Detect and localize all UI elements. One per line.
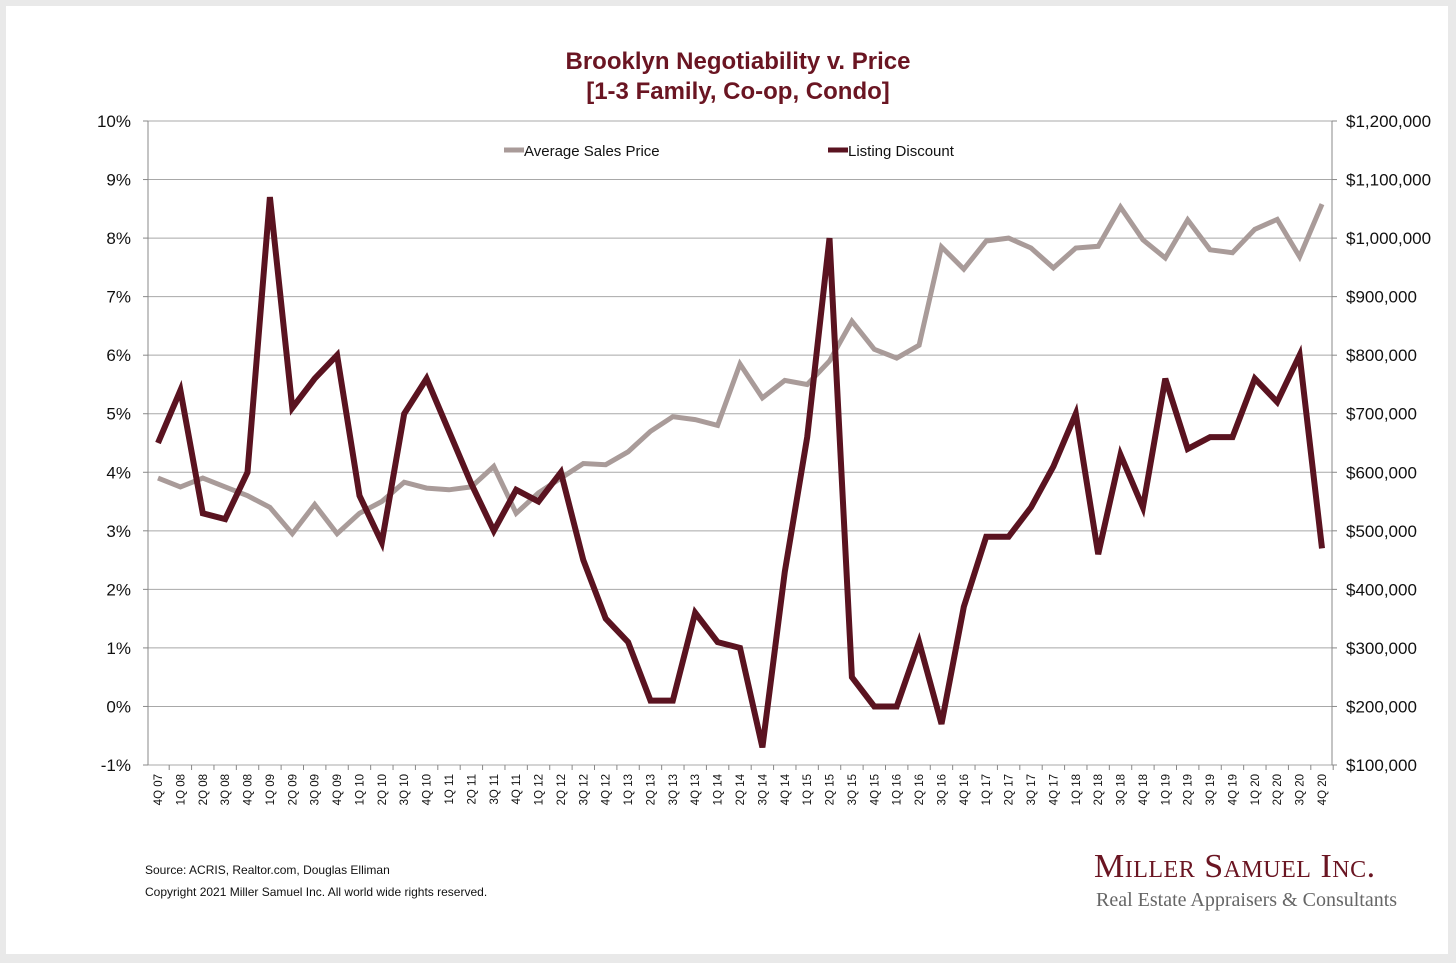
x-tick-label: 1Q 17 <box>981 774 993 805</box>
y-left-tick-label: 7% <box>106 288 131 307</box>
x-tick-label: 3Q 08 <box>220 774 232 805</box>
x-tick-label: 4Q 11 <box>511 774 523 804</box>
y-left-tick-label: 3% <box>106 522 131 541</box>
source-note: Source: ACRIS, Realtor.com, Douglas Elli… <box>145 863 390 877</box>
y-left-tick-label: 6% <box>106 346 131 365</box>
x-tick-label: 4Q 20 <box>1317 774 1329 805</box>
x-tick-label: 2Q 14 <box>735 773 747 805</box>
x-tick-label: 2Q 20 <box>1272 774 1284 805</box>
x-tick-label: 1Q 11 <box>444 774 456 804</box>
x-tick-label: 1Q 12 <box>534 774 546 805</box>
y-right-tick-label: $500,000 <box>1346 522 1417 541</box>
x-tick-label: 3Q 11 <box>489 774 501 804</box>
x-tick-label: 2Q 19 <box>1183 774 1195 805</box>
x-tick-label: 4Q 16 <box>959 774 971 805</box>
x-tick-label: 3Q 10 <box>399 774 411 805</box>
y-left-tick-label: 9% <box>106 171 131 190</box>
x-tick-label: 2Q 10 <box>377 774 389 805</box>
x-tick-label: 4Q 13 <box>690 774 702 805</box>
x-tick-label: 4Q 07 <box>153 774 165 805</box>
y-right-tick-label: $900,000 <box>1346 288 1417 307</box>
y-left-tick-label: 8% <box>106 229 131 248</box>
x-tick-label: 3Q 16 <box>936 774 948 805</box>
y-right-tick-label: $400,000 <box>1346 580 1417 599</box>
y-left-tick-label: 10% <box>97 112 131 131</box>
legend-label-discount: Listing Discount <box>848 143 955 160</box>
x-tick-label: 2Q 18 <box>1093 774 1105 805</box>
x-tick-label: 1Q 15 <box>802 774 814 805</box>
x-tick-label: 2Q 13 <box>645 774 657 805</box>
y-right-tick-label: $200,000 <box>1346 697 1417 716</box>
copyright-note: Copyright 2021 Miller Samuel Inc. All wo… <box>145 885 488 899</box>
x-tick-label: 1Q 08 <box>175 774 187 805</box>
x-tick-label: 2Q 12 <box>556 774 568 805</box>
y-left-tick-label: -1% <box>101 756 131 775</box>
x-tick-label: 1Q 09 <box>265 774 277 805</box>
x-tick-label: 1Q 10 <box>354 774 366 805</box>
x-tick-label: 2Q 09 <box>287 774 299 805</box>
x-tick-label: 2Q 16 <box>914 774 926 805</box>
chart-subtitle: [1-3 Family, Co-op, Condo] <box>586 78 890 105</box>
x-tick-label: 2Q 08 <box>198 774 210 805</box>
x-tick-label: 3Q 13 <box>668 774 680 805</box>
logo-name: Miller Samuel Inc. <box>1094 848 1376 885</box>
y-right-tick-label: $1,000,000 <box>1346 229 1431 248</box>
y-right-tick-label: $1,200,000 <box>1346 112 1431 131</box>
x-tick-label: 1Q 20 <box>1250 774 1262 805</box>
x-tick-label: 4Q 08 <box>243 774 255 805</box>
y-right-tick-label: $600,000 <box>1346 463 1417 482</box>
x-tick-label: 3Q 19 <box>1205 774 1217 805</box>
x-tick-label: 1Q 14 <box>713 773 725 805</box>
x-tick-label: 4Q 09 <box>332 774 344 805</box>
y-left-tick-label: 5% <box>106 405 131 424</box>
x-tick-label: 4Q 10 <box>422 774 434 805</box>
y-right-tick-label: $1,100,000 <box>1346 171 1431 190</box>
x-tick-label: 4Q 14 <box>780 773 792 805</box>
x-tick-label: 3Q 09 <box>310 774 322 805</box>
y-right-tick-label: $300,000 <box>1346 639 1417 658</box>
y-right-tick-label: $100,000 <box>1346 756 1417 775</box>
x-tick-label: 2Q 17 <box>1004 774 1016 805</box>
x-tick-label: 3Q 14 <box>757 773 769 805</box>
x-tick-label: 4Q 19 <box>1227 774 1239 805</box>
x-tick-label: 2Q 11 <box>466 774 478 804</box>
x-tick-label: 3Q 12 <box>578 774 590 805</box>
x-tick-label: 2Q 15 <box>825 774 837 805</box>
logo-tagline: Real Estate Appraisers & Consultants <box>1096 889 1398 911</box>
x-tick-label: 4Q 18 <box>1138 774 1150 805</box>
y-left-tick-label: 4% <box>106 463 131 482</box>
y-left-tick-label: 0% <box>106 697 131 716</box>
y-right-tick-label: $800,000 <box>1346 346 1417 365</box>
x-tick-label: 4Q 12 <box>601 774 613 805</box>
x-tick-label: 3Q 17 <box>1026 774 1038 805</box>
x-tick-label: 3Q 15 <box>847 774 859 805</box>
legend-label-price: Average Sales Price <box>524 143 660 160</box>
chart-title: Brooklyn Negotiability v. Price <box>566 48 911 75</box>
x-tick-label: 3Q 18 <box>1116 774 1128 805</box>
x-tick-label: 1Q 18 <box>1071 774 1083 805</box>
x-tick-label: 3Q 20 <box>1295 774 1307 805</box>
y-right-tick-label: $700,000 <box>1346 405 1417 424</box>
x-tick-label: 4Q 15 <box>869 774 881 805</box>
x-tick-label: 1Q 16 <box>892 774 904 805</box>
y-left-tick-label: 2% <box>106 580 131 599</box>
x-tick-label: 4Q 17 <box>1048 774 1060 805</box>
y-left-tick-label: 1% <box>106 639 131 658</box>
x-tick-label: 1Q 19 <box>1160 774 1172 805</box>
legend: Average Sales Price Listing Discount <box>504 143 955 160</box>
x-tick-label: 1Q 13 <box>623 774 635 805</box>
